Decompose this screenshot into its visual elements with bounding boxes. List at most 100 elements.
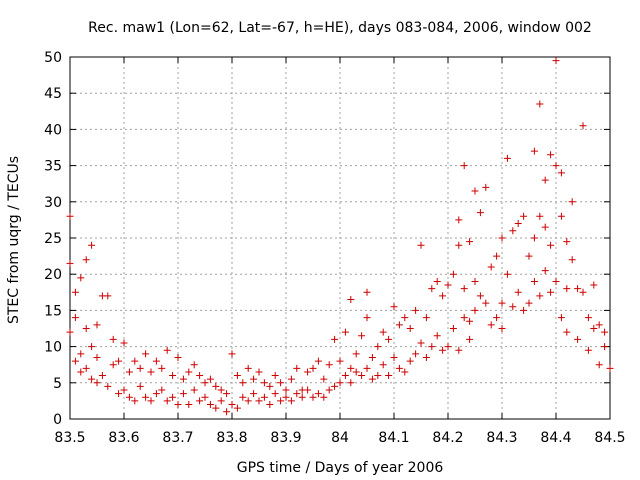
data-point bbox=[298, 393, 306, 401]
y-tick-label: 0 bbox=[53, 412, 62, 428]
data-point bbox=[568, 198, 576, 206]
data-point bbox=[471, 306, 479, 314]
chart-title: Rec. maw1 (Lon=62, Lat=-67, h=HE), days … bbox=[88, 20, 592, 36]
x-tick-label: 83.9 bbox=[270, 430, 301, 446]
data-point bbox=[536, 212, 544, 220]
data-point bbox=[487, 263, 495, 271]
data-point bbox=[255, 397, 263, 405]
data-point bbox=[163, 346, 171, 354]
data-point bbox=[352, 350, 360, 358]
data-point bbox=[374, 343, 382, 351]
data-point bbox=[476, 292, 484, 300]
data-point bbox=[152, 357, 160, 365]
data-point bbox=[125, 368, 133, 376]
data-point bbox=[449, 270, 457, 278]
data-point bbox=[406, 357, 414, 365]
data-point bbox=[325, 386, 333, 394]
data-point bbox=[552, 277, 560, 285]
data-point bbox=[239, 379, 247, 387]
data-point bbox=[552, 57, 560, 65]
data-point bbox=[131, 357, 139, 365]
data-point bbox=[498, 325, 506, 332]
data-point bbox=[77, 368, 85, 376]
data-point bbox=[260, 393, 268, 401]
data-point bbox=[109, 361, 117, 369]
x-tick-label: 84 bbox=[331, 430, 349, 446]
data-point bbox=[422, 314, 430, 322]
data-point bbox=[606, 364, 614, 372]
y-tick-label: 40 bbox=[44, 122, 62, 138]
data-point bbox=[417, 241, 425, 249]
data-point bbox=[347, 296, 355, 304]
data-point bbox=[196, 372, 204, 380]
data-point bbox=[352, 368, 360, 376]
data-point bbox=[520, 306, 528, 314]
data-point bbox=[115, 390, 123, 398]
data-point bbox=[390, 353, 398, 361]
data-point bbox=[455, 241, 463, 249]
data-point bbox=[158, 364, 166, 372]
data-point bbox=[552, 162, 560, 170]
data-point bbox=[498, 299, 506, 307]
data-point bbox=[244, 364, 252, 372]
x-tick-label: 83.6 bbox=[108, 430, 139, 446]
data-point bbox=[568, 256, 576, 264]
data-point bbox=[282, 393, 290, 401]
data-point bbox=[212, 382, 220, 390]
data-point bbox=[228, 401, 236, 409]
data-point bbox=[158, 386, 166, 394]
data-point bbox=[98, 372, 106, 380]
data-point bbox=[460, 314, 468, 322]
data-point bbox=[169, 393, 177, 401]
data-point bbox=[509, 227, 517, 235]
data-point bbox=[347, 379, 355, 387]
data-point bbox=[579, 288, 587, 296]
data-point bbox=[541, 223, 549, 231]
data-point bbox=[190, 386, 198, 394]
data-point bbox=[136, 382, 144, 390]
data-point bbox=[314, 390, 322, 398]
data-point bbox=[466, 238, 474, 246]
data-point bbox=[379, 361, 387, 369]
data-point bbox=[293, 364, 301, 372]
data-point bbox=[395, 364, 403, 372]
data-point bbox=[395, 321, 403, 329]
data-point bbox=[277, 397, 285, 405]
data-point bbox=[439, 346, 447, 354]
data-point bbox=[277, 379, 285, 387]
data-point bbox=[82, 364, 90, 372]
grid-lines bbox=[70, 57, 610, 419]
y-tick-label: 30 bbox=[44, 195, 62, 211]
data-point bbox=[142, 350, 150, 358]
data-point bbox=[336, 357, 344, 365]
data-point bbox=[190, 361, 198, 369]
data-point bbox=[460, 162, 468, 170]
data-point bbox=[104, 292, 112, 300]
data-point bbox=[547, 241, 555, 249]
data-point bbox=[401, 368, 409, 376]
data-point bbox=[493, 314, 501, 322]
data-point bbox=[433, 332, 441, 340]
data-point bbox=[471, 187, 479, 195]
data-point bbox=[304, 368, 312, 376]
data-point bbox=[125, 393, 133, 401]
data-point bbox=[476, 209, 484, 217]
y-tick-label: 25 bbox=[44, 231, 62, 247]
data-point bbox=[260, 379, 268, 387]
data-point bbox=[530, 277, 538, 285]
data-point bbox=[331, 382, 339, 390]
data-point bbox=[250, 390, 258, 398]
data-point bbox=[590, 325, 598, 332]
data-point bbox=[444, 343, 452, 351]
data-point bbox=[444, 281, 452, 289]
data-point bbox=[379, 328, 387, 336]
data-point bbox=[271, 372, 279, 380]
data-point bbox=[498, 234, 506, 242]
data-point bbox=[336, 379, 344, 387]
data-point bbox=[314, 357, 322, 365]
data-point bbox=[520, 212, 528, 220]
data-point bbox=[493, 252, 501, 260]
data-point bbox=[358, 332, 366, 340]
data-point bbox=[217, 386, 225, 394]
